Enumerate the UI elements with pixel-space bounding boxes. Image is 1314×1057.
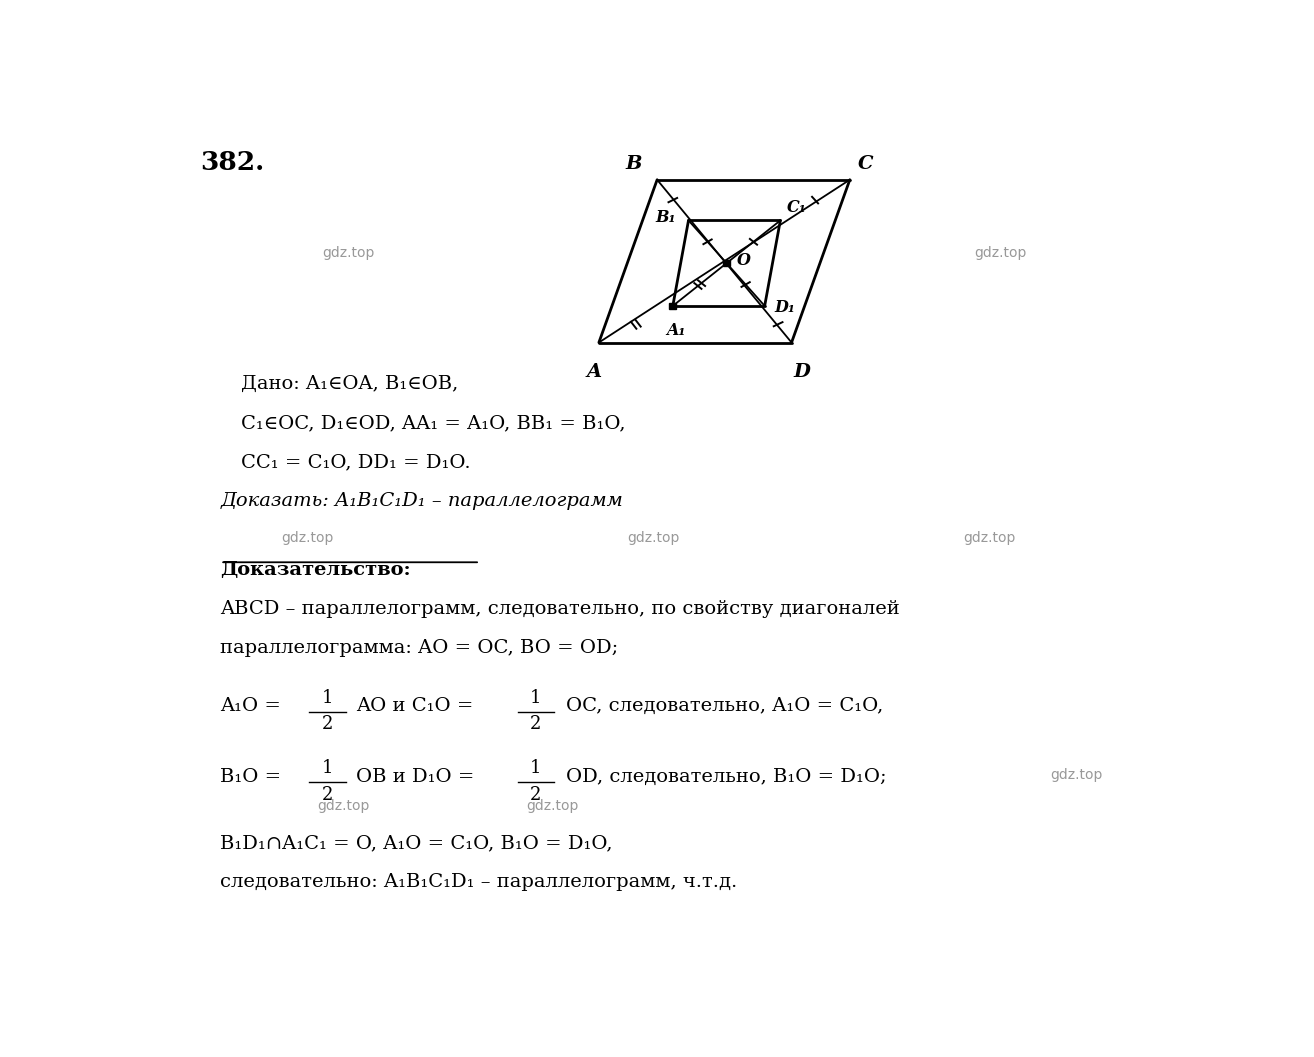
Text: 2: 2	[531, 716, 541, 734]
Text: D: D	[794, 363, 811, 381]
Text: A₁: A₁	[666, 322, 686, 339]
Text: B₁D₁∩A₁C₁ = O, A₁O = C₁O, B₁O = D₁O,: B₁D₁∩A₁C₁ = O, A₁O = C₁O, B₁O = D₁O,	[221, 834, 612, 852]
Text: gdz.top: gdz.top	[628, 532, 679, 545]
Text: B₁O =: B₁O =	[221, 767, 281, 785]
Text: D₁: D₁	[775, 299, 796, 316]
Text: B: B	[625, 155, 641, 173]
Text: 1: 1	[322, 760, 332, 778]
Text: Доказательство:: Доказательство:	[221, 560, 411, 578]
Text: 2: 2	[322, 716, 332, 734]
Text: gdz.top: gdz.top	[1050, 767, 1102, 782]
Text: A₁O =: A₁O =	[221, 698, 281, 716]
Text: O: O	[737, 253, 750, 270]
Text: 382.: 382.	[200, 150, 264, 174]
Text: Доказать: A₁B₁C₁D₁ – параллелограмм: Доказать: A₁B₁C₁D₁ – параллелограмм	[221, 493, 623, 511]
Polygon shape	[669, 303, 677, 309]
Text: Дано: A₁∈OA, B₁∈OB,: Дано: A₁∈OA, B₁∈OB,	[240, 375, 457, 393]
Text: C: C	[858, 155, 874, 173]
Text: B₁: B₁	[656, 209, 677, 226]
Text: OB и D₁O =: OB и D₁O =	[356, 767, 474, 785]
Text: параллелограмма: AO = OC, BO = OD;: параллелограмма: AO = OC, BO = OD;	[221, 638, 619, 656]
Text: следовательно: A₁B₁C₁D₁ – параллелограмм, ч.т.д.: следовательно: A₁B₁C₁D₁ – параллелограмм…	[221, 873, 737, 891]
Text: ABCD – параллелограмм, следовательно, по свойству диагоналей: ABCD – параллелограмм, следовательно, по…	[221, 599, 900, 617]
Text: 2: 2	[531, 785, 541, 803]
Text: gdz.top: gdz.top	[317, 799, 369, 813]
Text: gdz.top: gdz.top	[322, 246, 374, 260]
Text: A: A	[586, 363, 602, 381]
Text: OD, следовательно, B₁O = D₁O;: OD, следовательно, B₁O = D₁O;	[566, 767, 887, 785]
Text: gdz.top: gdz.top	[963, 532, 1016, 545]
Polygon shape	[723, 260, 731, 266]
Text: AO и C₁O =: AO и C₁O =	[356, 698, 473, 716]
Text: 1: 1	[530, 760, 541, 778]
Text: C₁: C₁	[787, 200, 807, 217]
Text: gdz.top: gdz.top	[281, 532, 334, 545]
Text: gdz.top: gdz.top	[526, 799, 578, 813]
Text: CC₁ = C₁O, DD₁ = D₁O.: CC₁ = C₁O, DD₁ = D₁O.	[240, 453, 470, 471]
Text: C₁∈OC, D₁∈OD, AA₁ = A₁O, BB₁ = B₁O,: C₁∈OC, D₁∈OD, AA₁ = A₁O, BB₁ = B₁O,	[240, 414, 625, 432]
Text: OC, следовательно, A₁O = C₁O,: OC, следовательно, A₁O = C₁O,	[566, 698, 884, 716]
Text: gdz.top: gdz.top	[974, 246, 1026, 260]
Text: 1: 1	[530, 689, 541, 707]
Text: 2: 2	[322, 785, 332, 803]
Text: 1: 1	[322, 689, 332, 707]
